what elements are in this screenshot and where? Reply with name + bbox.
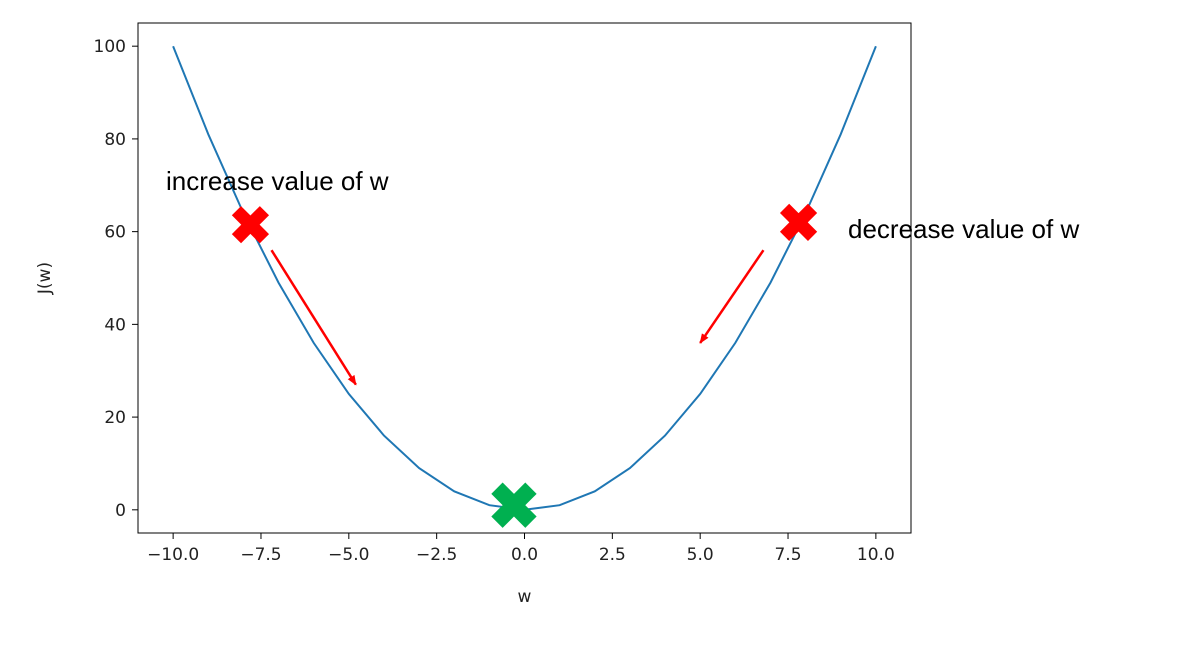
x-tick-label: −5.0 [328, 545, 369, 565]
left-cross [231, 206, 270, 244]
y-tick-label: 40 [104, 315, 126, 335]
minimum-cross [491, 482, 537, 528]
y-tick-label: 80 [104, 130, 126, 150]
y-tick-label: 20 [104, 408, 126, 428]
x-tick-label: 0.0 [511, 545, 538, 565]
left-arrow [270, 249, 357, 386]
decrease-annotation: decrease value of w [848, 214, 1079, 244]
right-arrow [699, 249, 765, 344]
y-tick-label: 60 [104, 223, 126, 243]
x-axis-label: w [518, 587, 532, 607]
right-cross [779, 203, 818, 241]
x-tick-label: 7.5 [774, 545, 801, 565]
x-tick-label: −2.5 [416, 545, 457, 565]
x-tick-label: −7.5 [240, 545, 281, 565]
axis-ticks: −10.0 −7.5 −5.0 −2.5 0.0 2.5 5.0 7.5 10.0 0 20 40 60… [94, 37, 895, 565]
increase-annotation: increase value of w [166, 166, 389, 196]
x-tick-label: 10.0 [857, 545, 895, 565]
x-tick-label: 2.5 [599, 545, 626, 565]
x-tick-label: −10.0 [147, 545, 199, 565]
series-line [172, 45, 877, 511]
x-tick-label: 5.0 [687, 545, 714, 565]
y-tick-label: 100 [94, 37, 126, 57]
plot-frame [137, 22, 912, 534]
y-axis-label: J(w) [35, 262, 55, 295]
annotation-marks [231, 203, 818, 528]
y-tick-label: 0 [115, 501, 126, 521]
